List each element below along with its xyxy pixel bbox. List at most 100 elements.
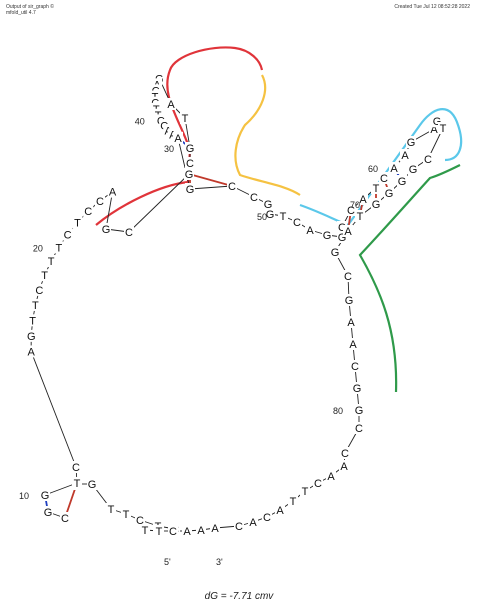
- nucleotide-95: C: [169, 526, 177, 538]
- nucleotide-10: G: [41, 490, 50, 502]
- base-background: [196, 524, 206, 536]
- backbone-segment: [105, 191, 113, 230]
- nucleotide-79: G: [353, 383, 362, 395]
- nucleotide-64: G: [433, 116, 442, 128]
- nucleotide-49: G: [266, 209, 275, 221]
- base-background: [72, 216, 83, 229]
- base-background: [166, 98, 176, 110]
- nucleotide-15: T: [29, 315, 36, 327]
- nucleotide-6: G: [88, 479, 97, 491]
- base-background: [150, 96, 161, 109]
- backbone-segment: [128, 173, 190, 233]
- base-background: [94, 194, 105, 207]
- base-background: [167, 128, 178, 141]
- base-background: [227, 180, 237, 192]
- position-number-30: 30: [164, 144, 174, 154]
- base-background: [423, 153, 433, 165]
- nucleotide-16: T: [32, 300, 39, 312]
- nucleotide-76: A: [347, 317, 355, 329]
- base-background: [429, 123, 439, 135]
- base-background: [432, 115, 442, 127]
- position-number-80: 80: [333, 406, 343, 416]
- nucleotide-47: C: [250, 192, 258, 204]
- position-number-60: 60: [368, 164, 378, 174]
- nucleotide-56: C: [347, 205, 355, 217]
- nucleotide-83: A: [340, 461, 348, 473]
- base-background: [343, 225, 353, 237]
- header-right-line1: Created Tue Jul 12 08:52:28 2022: [394, 4, 470, 10]
- label-layer: 5' 3' 10 20 30 40 50 60 70 80: [19, 116, 378, 567]
- base-background: [83, 205, 94, 218]
- base-background: [406, 136, 416, 148]
- base-background: [154, 525, 164, 537]
- base-background: [248, 516, 258, 528]
- nucleotide-31: T: [182, 113, 189, 125]
- backbone-segment: [189, 185, 233, 190]
- base-background: [379, 172, 389, 184]
- nucleotide-60: A: [390, 163, 398, 175]
- base-background: [249, 191, 259, 203]
- orange-highlight: [234, 74, 301, 196]
- base-background: [371, 182, 381, 194]
- base-background: [358, 193, 368, 205]
- base-background: [326, 470, 336, 482]
- base-background: [107, 185, 118, 198]
- nucleotide-65: T: [440, 123, 447, 135]
- base-background: [53, 241, 64, 254]
- nucleotide-46: C: [228, 181, 236, 193]
- nucleotide-84: A: [327, 471, 335, 483]
- base-background: [352, 382, 362, 394]
- nucleotide-26: G: [102, 224, 111, 236]
- base-background: [354, 422, 364, 434]
- base-background: [62, 228, 73, 241]
- nucleotide-91: C: [235, 521, 243, 533]
- base-background: [346, 204, 356, 216]
- base-background: [30, 298, 41, 311]
- nucleotide-73: G: [331, 247, 340, 259]
- base-background: [408, 163, 418, 175]
- position-number-20: 20: [33, 243, 43, 253]
- five-prime-label: 5': [164, 557, 171, 567]
- base-background: [26, 329, 37, 342]
- nucleotide-53: G: [323, 230, 332, 242]
- base-background: [39, 269, 50, 282]
- nucleotide-13: A: [27, 346, 35, 358]
- nucleotide-72: A: [344, 226, 352, 238]
- backbone-segment: [177, 137, 191, 190]
- nucleotide-62: G: [407, 137, 416, 149]
- green-highlight: [358, 164, 461, 393]
- nucleotide-54: G: [338, 232, 347, 244]
- nucleotide-92: A: [211, 523, 219, 535]
- nucleotide-71: T: [357, 211, 364, 223]
- nucleotide-14: G: [27, 331, 36, 343]
- nucleotide-9: G: [44, 507, 53, 519]
- base-background: [150, 90, 161, 103]
- base-background: [101, 223, 111, 235]
- nucleotide-93: A: [197, 525, 205, 537]
- nucleotide-32: A: [167, 99, 175, 111]
- nucleotide-4: T: [123, 509, 130, 521]
- nucleotide-29: C: [186, 158, 194, 170]
- base-background: [185, 183, 195, 195]
- nucleotide-82: C: [341, 448, 349, 460]
- base-background: [40, 489, 50, 501]
- base-background: [140, 524, 150, 536]
- nucleotide-61: A: [401, 150, 409, 162]
- nucleotide-70: G: [372, 199, 381, 211]
- base-background: [34, 283, 45, 296]
- nucleotide-67: G: [409, 164, 418, 176]
- nucleotide-18: T: [41, 270, 48, 282]
- nucleotide-27: C: [125, 227, 133, 239]
- header-right: Created Tue Jul 12 08:52:28 2022: [394, 4, 470, 10]
- base-background: [350, 360, 360, 372]
- base-background: [278, 210, 288, 222]
- nucleotide-25: A: [109, 187, 117, 199]
- nucleotide-75: G: [345, 295, 354, 307]
- base-background: [354, 404, 364, 416]
- base-pair-bond: [188, 173, 233, 187]
- base-background: [234, 520, 244, 532]
- three-prime-label: 3': [216, 557, 223, 567]
- nucleotide-69: G: [385, 188, 394, 200]
- base-background: [106, 503, 116, 515]
- nucleotide-19: T: [48, 256, 55, 268]
